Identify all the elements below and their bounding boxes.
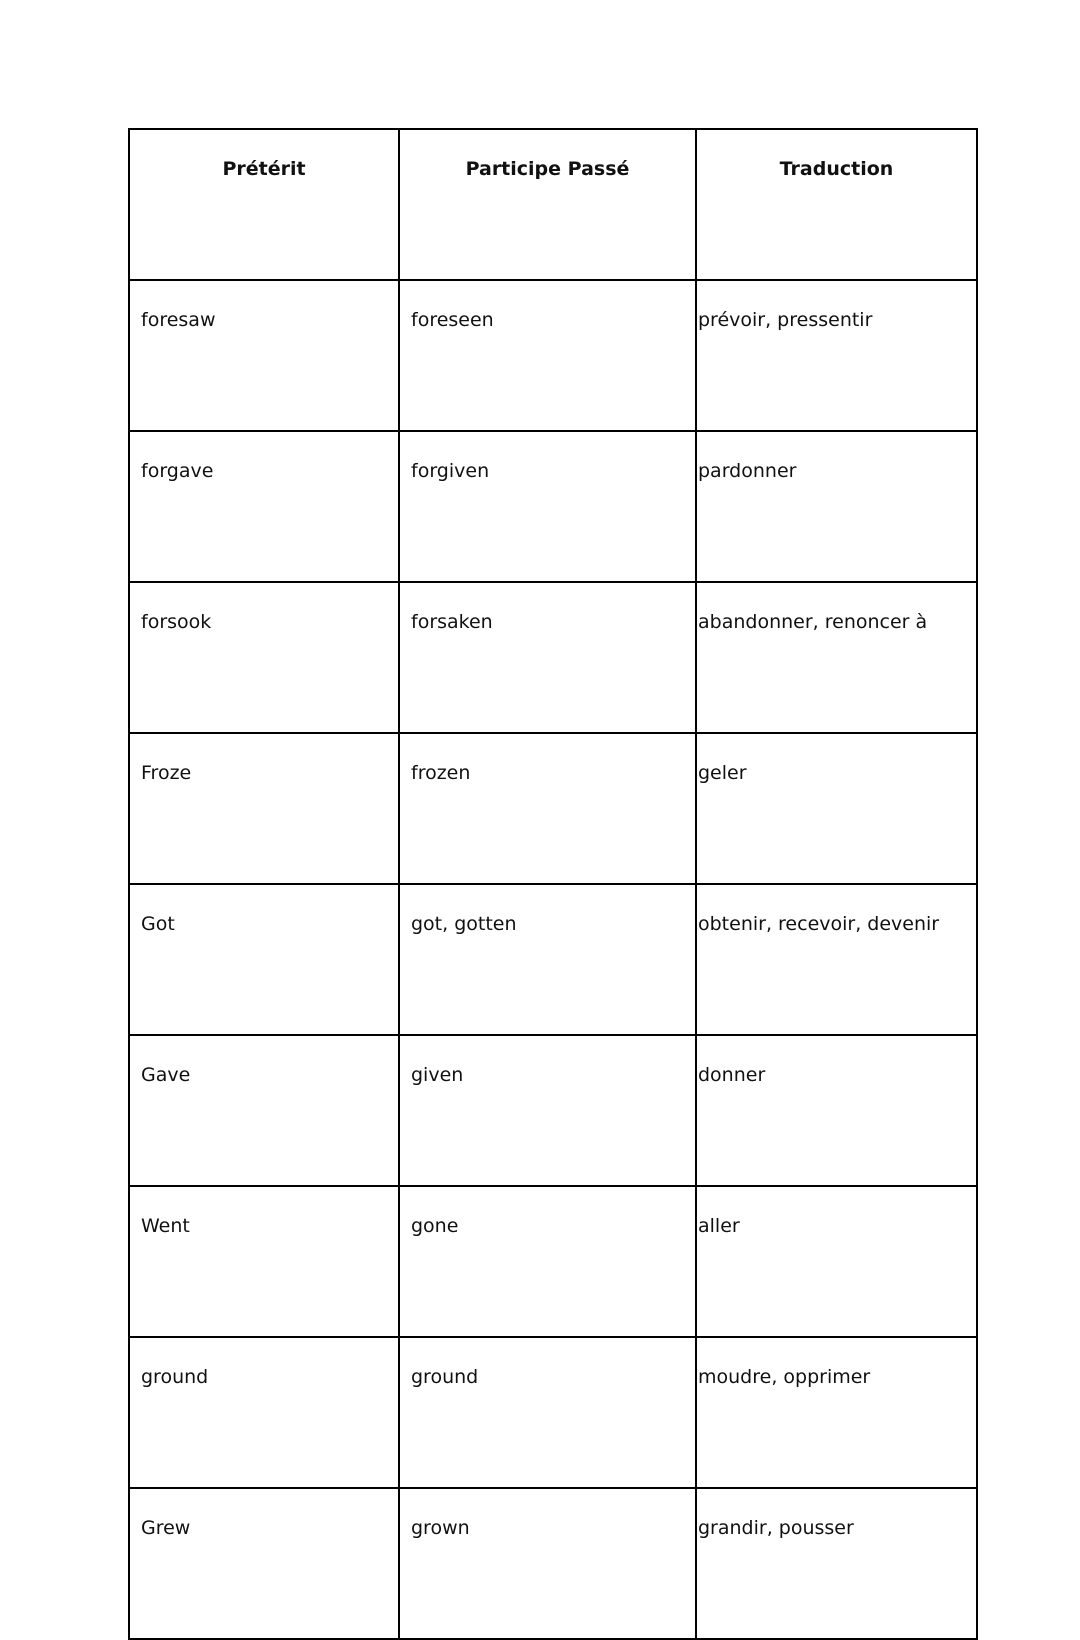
cell-preterit: Got: [128, 883, 400, 1036]
cell-traduction: grandir, pousser: [695, 1487, 978, 1640]
cell-preterit: Froze: [128, 732, 400, 885]
table-row: ground ground moudre, opprimer: [128, 1336, 978, 1489]
cell-traduction: prévoir, pressentir: [695, 279, 978, 432]
cell-traduction: donner: [695, 1034, 978, 1187]
cell-participe-passe: got, gotten: [398, 883, 697, 1036]
cell-preterit: Gave: [128, 1034, 400, 1187]
cell-preterit: forgave: [128, 430, 400, 583]
table-row: forsook forsaken abandonner, renoncer à: [128, 581, 978, 734]
verb-table: Prétérit Participe Passé Traduction fore…: [128, 128, 978, 1640]
header-preterit: Prétérit: [128, 128, 400, 281]
cell-participe-passe: forgiven: [398, 430, 697, 583]
cell-participe-passe: ground: [398, 1336, 697, 1489]
cell-participe-passe: grown: [398, 1487, 697, 1640]
cell-participe-passe: forsaken: [398, 581, 697, 734]
cell-preterit: foresaw: [128, 279, 400, 432]
table-row: Grew grown grandir, pousser: [128, 1487, 978, 1640]
table-row: Froze frozen geler: [128, 732, 978, 885]
table-row: forgave forgiven pardonner: [128, 430, 978, 583]
table-row: foresaw foreseen prévoir, pressentir: [128, 279, 978, 432]
cell-participe-passe: given: [398, 1034, 697, 1187]
cell-participe-passe: foreseen: [398, 279, 697, 432]
cell-preterit: forsook: [128, 581, 400, 734]
table-row: Got got, gotten obtenir, recevoir, devenir: [128, 883, 978, 1036]
cell-traduction: aller: [695, 1185, 978, 1338]
cell-participe-passe: frozen: [398, 732, 697, 885]
table-row: Gave given donner: [128, 1034, 978, 1187]
header-row: Prétérit Participe Passé Traduction: [128, 128, 978, 281]
header-participe-passe: Participe Passé: [398, 128, 697, 281]
cell-participe-passe: gone: [398, 1185, 697, 1338]
cell-preterit: Went: [128, 1185, 400, 1338]
cell-traduction: geler: [695, 732, 978, 885]
header-traduction: Traduction: [695, 128, 978, 281]
cell-preterit: ground: [128, 1336, 400, 1489]
cell-traduction: obtenir, recevoir, devenir: [695, 883, 978, 1036]
cell-traduction: abandonner, renoncer à: [695, 581, 978, 734]
table-row: Went gone aller: [128, 1185, 978, 1338]
cell-preterit: Grew: [128, 1487, 400, 1640]
cell-traduction: moudre, opprimer: [695, 1336, 978, 1489]
cell-traduction: pardonner: [695, 430, 978, 583]
